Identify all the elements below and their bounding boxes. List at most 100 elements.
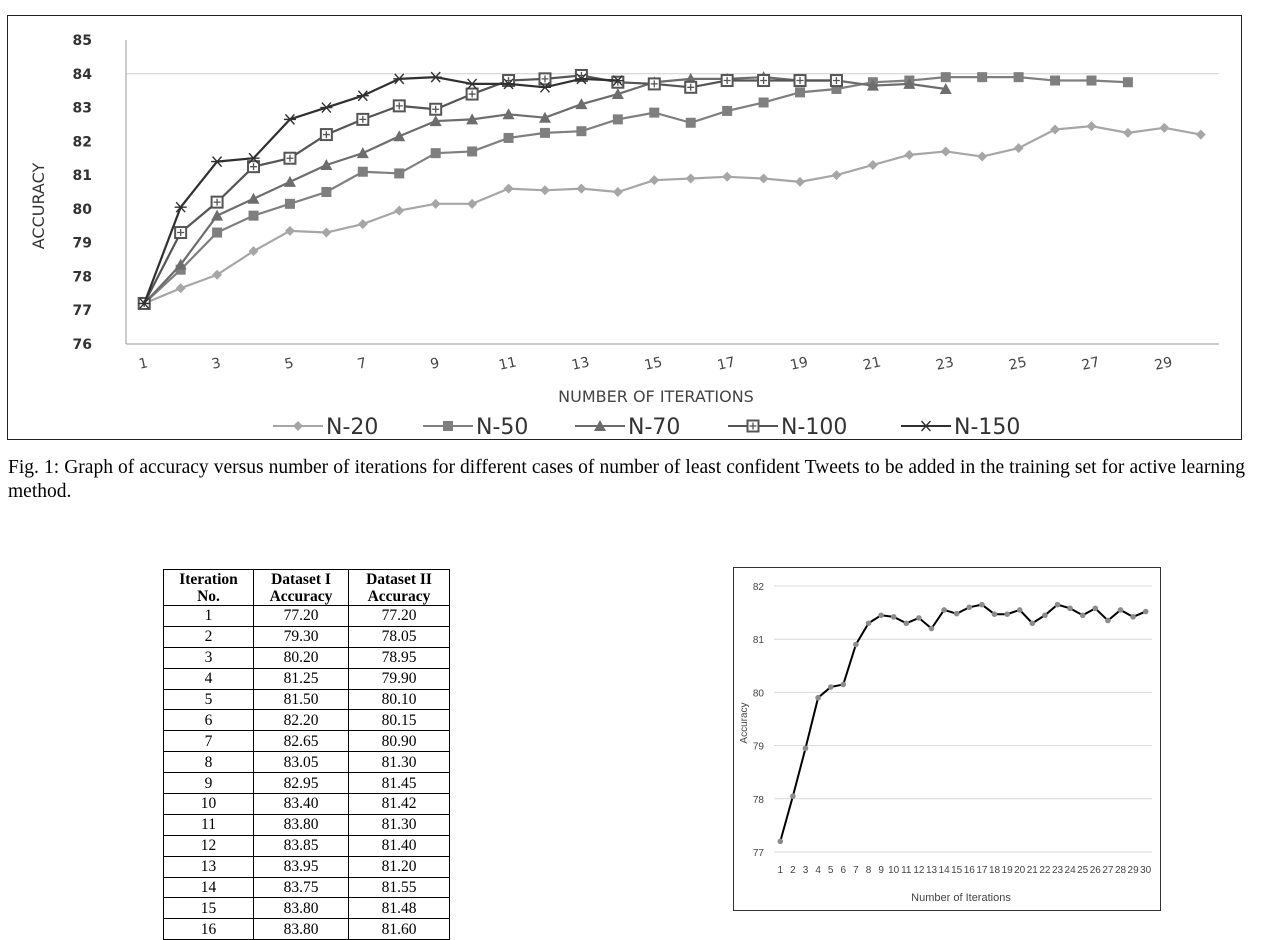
point-21 xyxy=(1029,620,1036,627)
table-header-iteration: Iteration No. xyxy=(163,569,254,606)
point-N-20-24 xyxy=(977,151,988,162)
point-10 xyxy=(890,614,897,620)
point-N-50-3 xyxy=(212,227,223,238)
point-13 xyxy=(928,625,935,632)
point-N-20-2 xyxy=(175,283,186,294)
point-1 xyxy=(777,838,784,845)
point-N-20-18 xyxy=(758,173,769,184)
series-line xyxy=(779,603,1147,842)
point-N-20-12 xyxy=(539,185,550,196)
point-N-150-1 xyxy=(138,297,151,309)
point-N-70-11 xyxy=(502,108,515,120)
point-N-100-18-plus xyxy=(760,77,768,85)
table-cell-dataset-2: 81.42 xyxy=(348,793,450,815)
point-5 xyxy=(827,684,834,690)
point-N-150-14 xyxy=(611,75,624,87)
table-row: 15 83.80 81.48 xyxy=(163,897,450,920)
y-tick-label-78: 78 xyxy=(753,795,765,806)
point-N-70-21 xyxy=(866,79,879,91)
x-tick-label-9: 9 xyxy=(878,865,884,876)
point-N-100-16-plus xyxy=(687,83,695,91)
point-N-100-8-plus xyxy=(395,102,403,110)
y-tick-label-85: 85 xyxy=(73,33,92,49)
x-tick-label-15: 15 xyxy=(951,865,963,876)
table-row: 8 83.05 81.30 xyxy=(163,751,450,774)
y-tick-label-84: 84 xyxy=(73,67,93,83)
series-line-N-150 xyxy=(143,76,618,304)
table-cell-dataset-1: 83.80 xyxy=(253,813,349,836)
point-N-20-16 xyxy=(685,173,696,184)
x-tick-label-13: 13 xyxy=(570,354,591,373)
table-cell-iteration: 9 xyxy=(163,772,254,795)
x-tick-label-20: 20 xyxy=(1014,865,1026,876)
table-header-row: Iteration No. Dataset I Accuracy Dataset… xyxy=(163,569,450,606)
point-N-100-9 xyxy=(429,102,443,116)
x-tick-label-19: 19 xyxy=(1002,865,1014,876)
point-12 xyxy=(916,615,922,621)
table-cell-iteration: 15 xyxy=(163,897,254,920)
x-tick-label-8: 8 xyxy=(866,865,872,876)
x-tick-label-4: 4 xyxy=(815,865,821,876)
y-tick-label-81: 81 xyxy=(73,168,92,184)
table-cell-iteration: 12 xyxy=(163,834,254,857)
legend-item-N-150: N-150 xyxy=(901,415,1020,439)
point-26 xyxy=(1092,605,1099,612)
point-N-100-16 xyxy=(684,80,698,94)
point-8 xyxy=(865,620,872,627)
table-row: 10 83.40 81.42 xyxy=(163,793,450,815)
point-N-150-8 xyxy=(393,73,406,85)
point-N-20-23 xyxy=(940,146,951,157)
table-cell-iteration: 8 xyxy=(163,751,254,774)
table-cell-dataset-1: 83.80 xyxy=(253,897,349,920)
point-N-150-2 xyxy=(174,201,187,213)
point-17 xyxy=(979,601,985,608)
x-tick-label-30: 30 xyxy=(1140,865,1152,876)
point-N-50-17 xyxy=(722,105,733,116)
table-cell-dataset-1: 83.85 xyxy=(253,834,349,857)
x-tick-label-5: 5 xyxy=(283,355,295,373)
table-cell-dataset-1: 80.20 xyxy=(253,646,349,669)
point-N-20-17 xyxy=(722,171,733,182)
table-cell-dataset-2: 81.20 xyxy=(348,855,450,878)
table-row: 5 81.50 80.10 xyxy=(163,688,450,711)
legend-marker-N-100 xyxy=(746,419,760,433)
y-tick-label-77: 77 xyxy=(73,303,92,319)
point-9 xyxy=(878,612,884,619)
x-tick-label-21: 21 xyxy=(1027,865,1039,876)
y-axis-title: Accuracy xyxy=(739,702,750,743)
legend-marker-N-150 xyxy=(920,420,932,432)
y-tick-label-79: 79 xyxy=(73,236,92,252)
point-N-50-11 xyxy=(503,132,514,143)
table-cell-dataset-1: 82.20 xyxy=(253,709,349,732)
series-line-N-20 xyxy=(143,125,1201,305)
point-N-100-7-plus xyxy=(359,115,367,123)
point-14 xyxy=(941,607,947,613)
figure-caption: Fig. 1: Graph of accuracy versus number … xyxy=(8,457,1245,502)
y-tick-label-77: 77 xyxy=(753,848,765,859)
point-N-50-13 xyxy=(576,126,587,137)
table-cell-iteration: 11 xyxy=(163,813,254,836)
point-N-50-19 xyxy=(795,87,806,98)
x-tick-label-18: 18 xyxy=(989,865,1001,876)
point-N-150-9 xyxy=(429,71,442,83)
point-N-50-20 xyxy=(831,83,842,94)
y-tick-label-76: 76 xyxy=(73,337,92,353)
table-cell-iteration: 2 xyxy=(163,625,254,648)
point-N-20-4 xyxy=(248,246,259,257)
table-cell-dataset-2: 81.60 xyxy=(348,918,450,940)
x-tick-label-11: 11 xyxy=(901,865,912,876)
point-N-100-8 xyxy=(392,99,406,113)
y-tick-label-82: 82 xyxy=(753,582,765,593)
legend-item-N-20: N-20 xyxy=(273,415,378,439)
table-row: 11 83.80 81.30 xyxy=(163,813,450,836)
x-tick-label-7: 7 xyxy=(356,355,368,373)
point-N-50-28 xyxy=(1122,77,1133,88)
table-cell-dataset-1: 83.75 xyxy=(253,876,349,899)
point-N-150-13 xyxy=(575,73,588,85)
x-tick-label-10: 10 xyxy=(888,865,900,876)
table-cell-dataset-2: 80.90 xyxy=(348,730,450,753)
point-N-50-7 xyxy=(357,166,368,177)
point-N-150-10 xyxy=(466,78,479,90)
